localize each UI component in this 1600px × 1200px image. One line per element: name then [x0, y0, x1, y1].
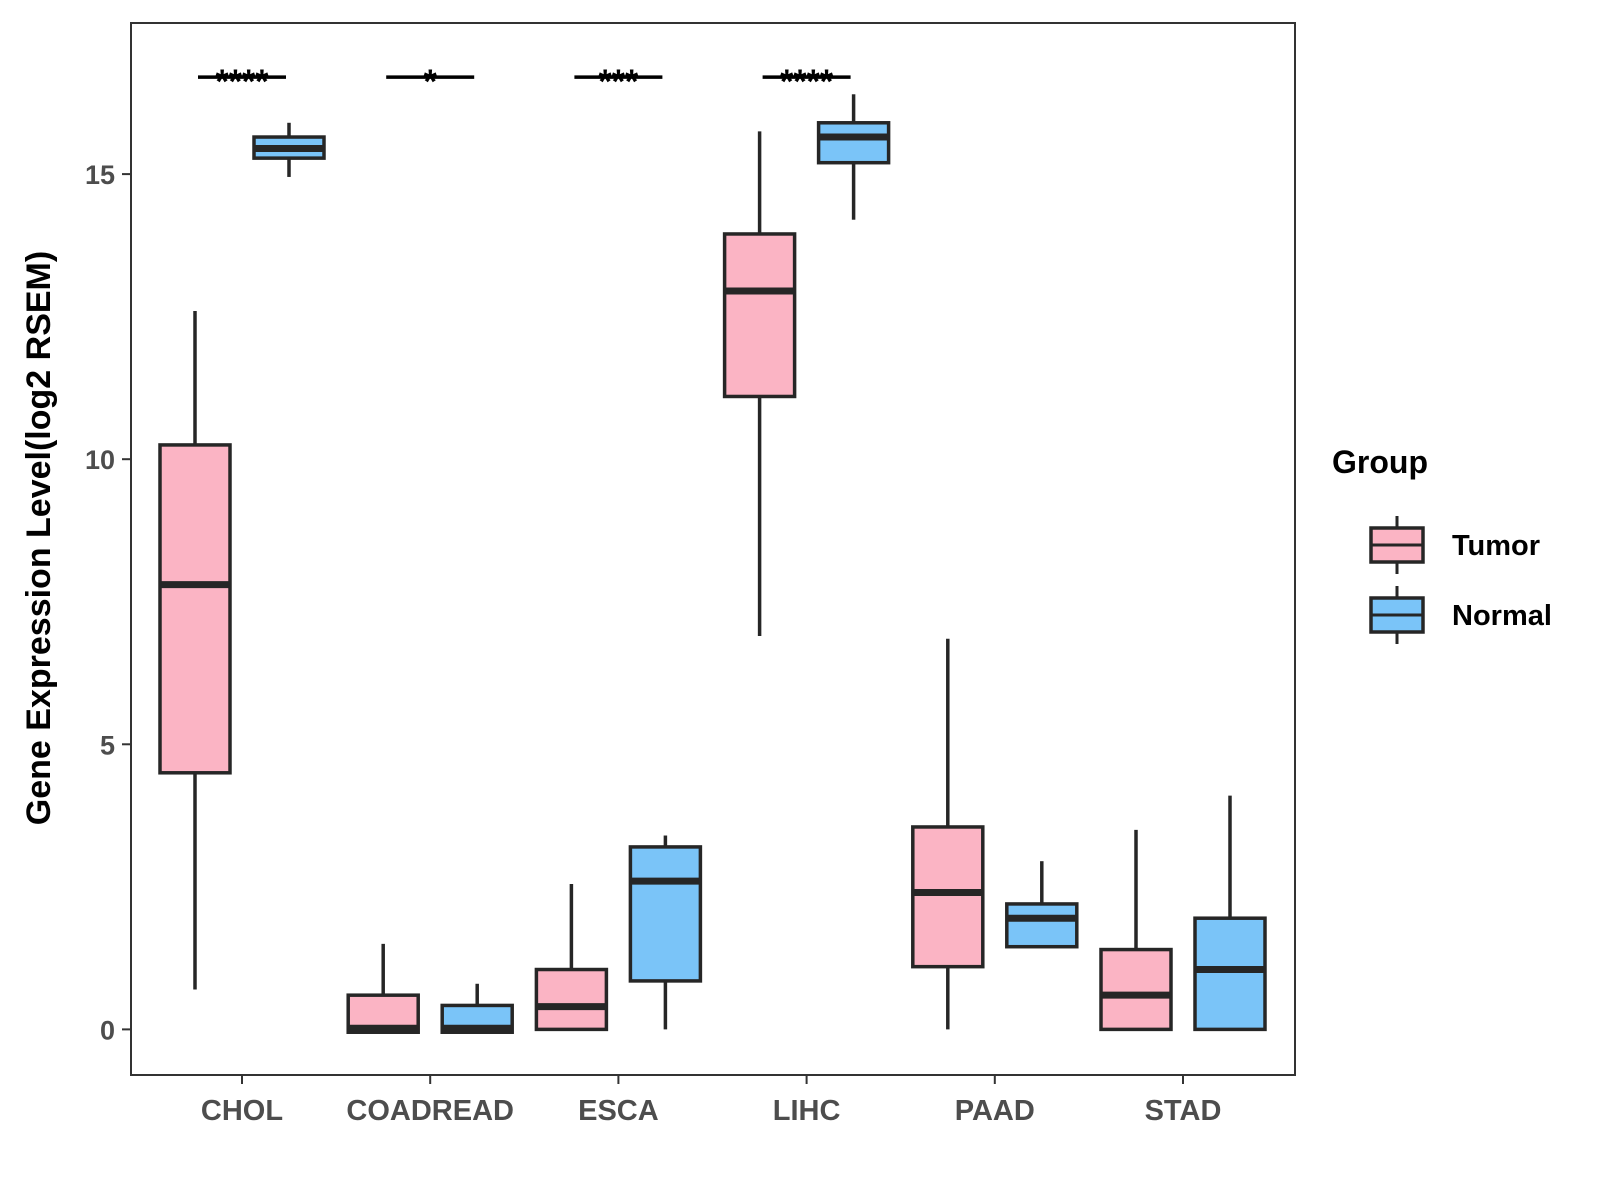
x-axis: CHOL COADREAD ESCA LIHC PAAD STAD	[201, 1075, 1221, 1127]
box-normal-stad	[1193, 795, 1267, 1032]
box-iqr	[722, 232, 797, 399]
plot-area: **** * *** ****	[130, 22, 1296, 1076]
y-axis: 0 5 10 15	[85, 160, 131, 1045]
y-tick-label: 15	[85, 160, 115, 190]
x-tick-label-stad: STAD	[1145, 1095, 1222, 1127]
box-normal-paad	[1005, 861, 1079, 949]
x-tick-label-lihc: LIHC	[773, 1095, 841, 1127]
significance-coadread: *	[386, 63, 475, 101]
y-tick-label: 0	[100, 1015, 115, 1045]
y-axis-title: Gene Expression Level(log2 RSEM)	[20, 251, 58, 825]
y-tick-label: 5	[100, 730, 115, 760]
significance-label: ****	[780, 63, 834, 101]
significance-esca: ***	[574, 63, 663, 101]
box-tumor-coadread	[346, 943, 420, 1034]
significance-chol: ****	[198, 63, 286, 101]
significance-label: *	[424, 63, 438, 101]
x-tick-label-coadread: COADREAD	[346, 1095, 514, 1127]
legend: Group Tumor Normal	[1332, 444, 1552, 644]
x-tick-label-chol: CHOL	[201, 1095, 283, 1127]
legend-label: Normal	[1452, 600, 1552, 632]
box-iqr	[816, 121, 891, 165]
box-iqr	[1005, 902, 1079, 949]
box-normal-esca	[628, 835, 703, 1030]
box-iqr	[1193, 916, 1267, 1032]
box-iqr	[1099, 947, 1173, 1032]
box-normal-chol	[252, 122, 326, 177]
box-iqr	[628, 845, 703, 983]
panel-border	[130, 22, 1296, 1076]
legend-title: Group	[1332, 444, 1428, 480]
x-tick-label-esca: ESCA	[578, 1095, 659, 1127]
box-normal-coadread	[440, 983, 514, 1034]
significance-label: ****	[216, 63, 270, 101]
box-tumor-esca	[534, 883, 609, 1032]
box-iqr	[534, 967, 609, 1032]
box-tumor-paad	[911, 638, 985, 1030]
box-tumor-chol	[158, 310, 232, 990]
legend-item-normal: Normal	[1369, 586, 1552, 644]
y-tick-label: 10	[85, 445, 115, 475]
significance-label: ***	[599, 63, 639, 101]
box-iqr	[911, 825, 985, 969]
box-iqr	[158, 443, 232, 775]
box-normal-lihc	[816, 94, 891, 220]
legend-label: Tumor	[1452, 530, 1540, 562]
legend-item-tumor: Tumor	[1369, 516, 1540, 574]
box-tumor-stad	[1099, 829, 1173, 1032]
x-tick-label-paad: PAAD	[955, 1095, 1035, 1127]
box-tumor-lihc	[722, 131, 797, 636]
significance-lihc: ****	[762, 63, 851, 101]
